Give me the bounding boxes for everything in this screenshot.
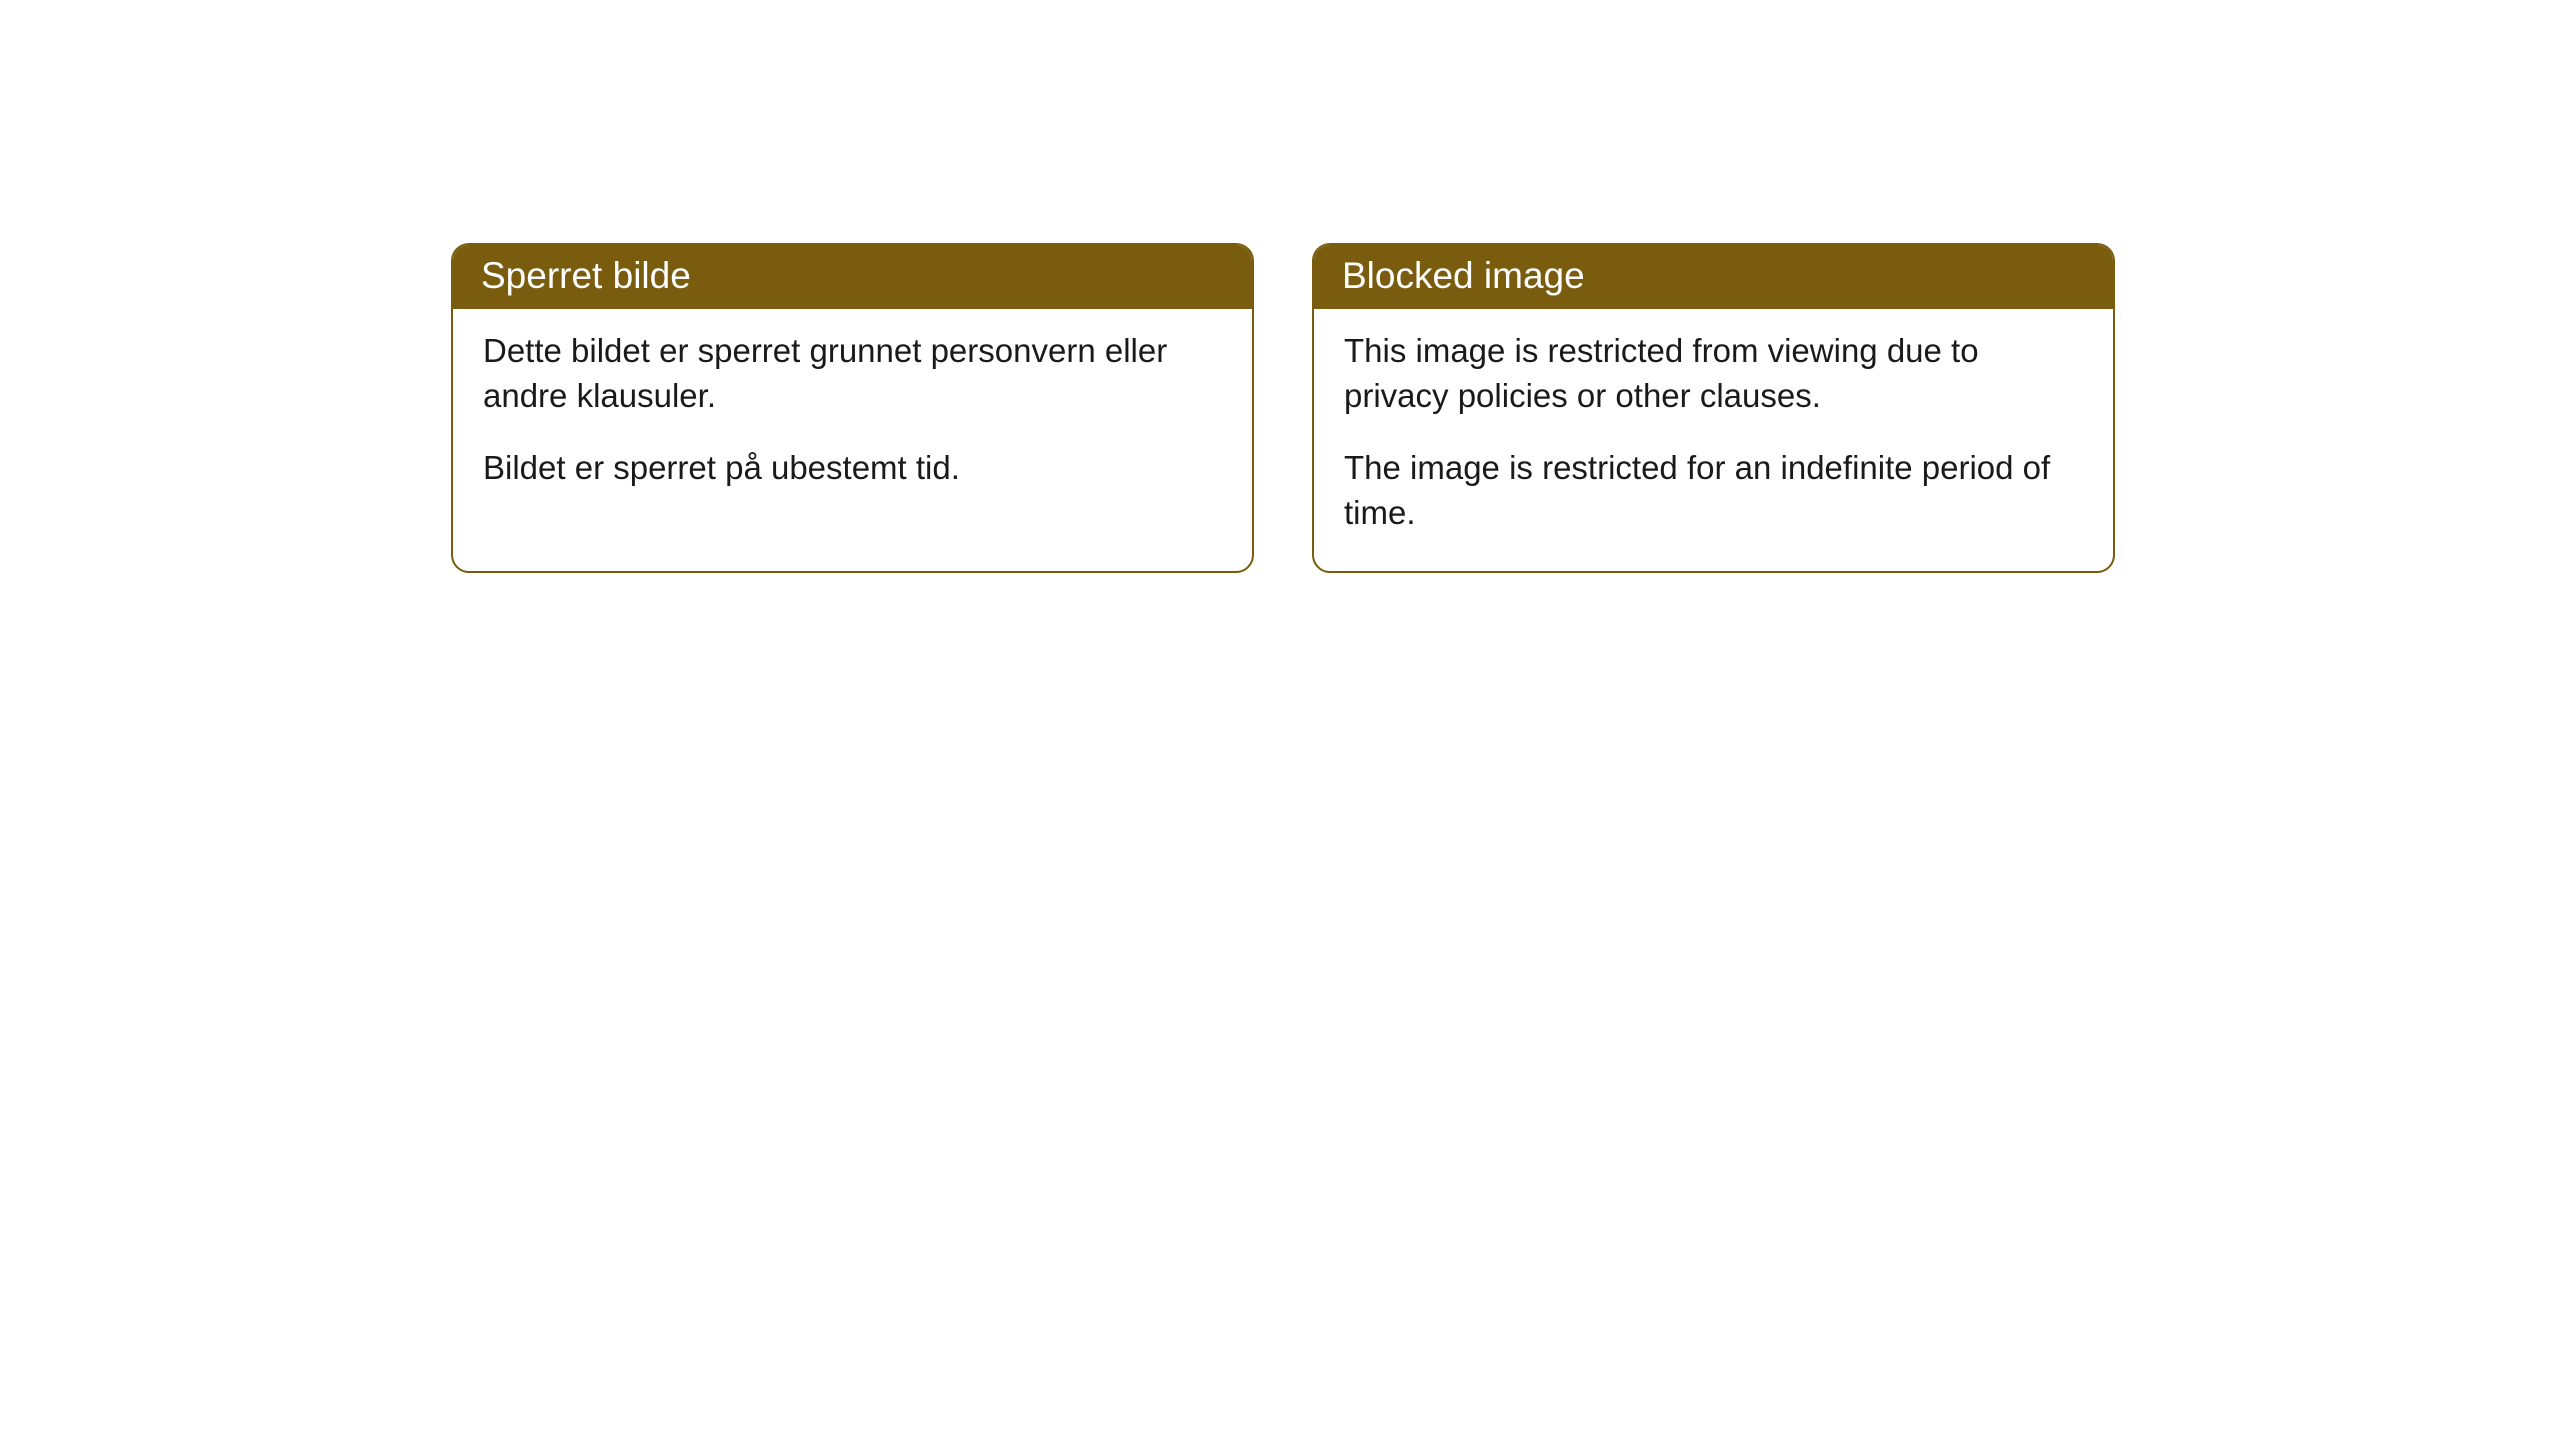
- card-header: Sperret bilde: [453, 245, 1252, 309]
- blocked-image-card-no: Sperret bilde Dette bildet er sperret gr…: [451, 243, 1254, 573]
- card-body: Dette bildet er sperret grunnet personve…: [453, 309, 1252, 527]
- card-paragraph: This image is restricted from viewing du…: [1344, 329, 2083, 418]
- notice-cards-container: Sperret bilde Dette bildet er sperret gr…: [451, 243, 2115, 573]
- card-paragraph: Dette bildet er sperret grunnet personve…: [483, 329, 1222, 418]
- card-body: This image is restricted from viewing du…: [1314, 309, 2113, 571]
- card-paragraph: The image is restricted for an indefinit…: [1344, 446, 2083, 535]
- card-title: Sperret bilde: [481, 255, 691, 296]
- card-header: Blocked image: [1314, 245, 2113, 309]
- card-paragraph: Bildet er sperret på ubestemt tid.: [483, 446, 1222, 491]
- blocked-image-card-en: Blocked image This image is restricted f…: [1312, 243, 2115, 573]
- card-title: Blocked image: [1342, 255, 1585, 296]
